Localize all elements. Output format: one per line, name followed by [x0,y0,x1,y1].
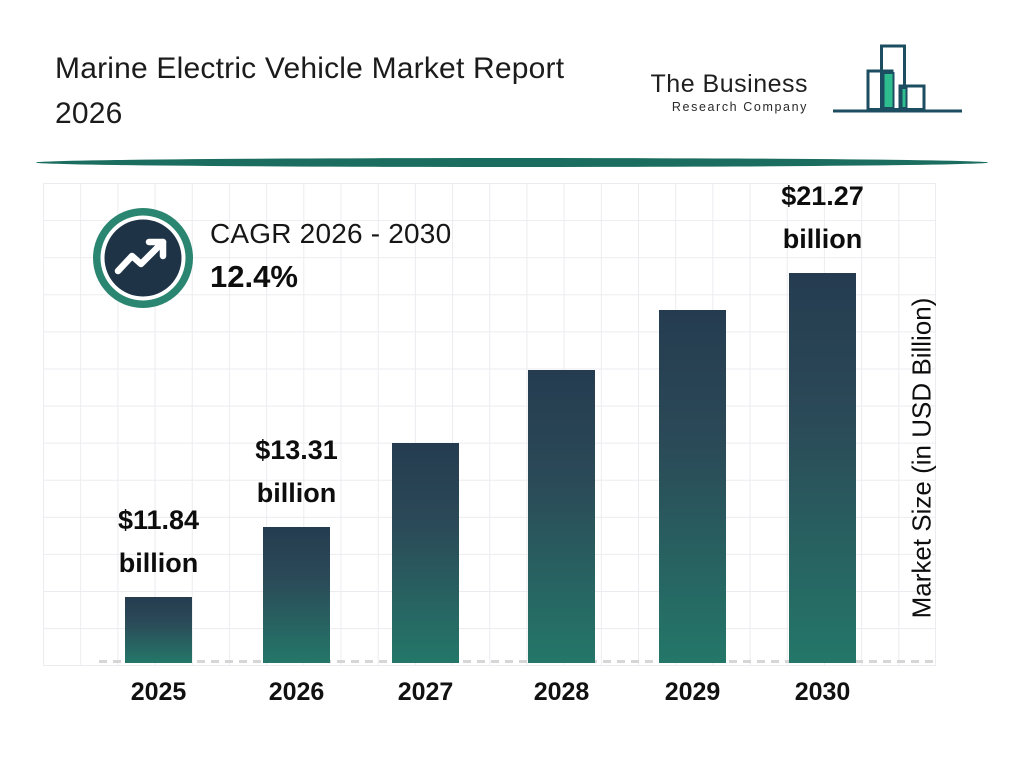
bar-2030 [789,273,856,663]
bar-value-label-2025: $11.84 billion [69,499,249,585]
bar-group-2029: 2029 [659,310,726,706]
x-axis-baseline [99,660,935,663]
bar-2026 [263,527,330,663]
bar-unit-2030: billion [782,224,863,254]
company-logo-text: The Business Research Company [648,70,808,114]
x-tick-2029: 2029 [664,678,721,706]
bar-group-2027: 2027 [392,443,459,706]
bar-2025 [125,597,192,663]
bar-value-label-2030: $21.27 billion [733,175,913,261]
logo-name: The Business [650,70,808,98]
page-title-line1: Marine Electric Vehicle Market Report [55,52,565,85]
x-tick-2030: 2030 [794,678,851,706]
bar-group-2030: $21.27 billion 2030 [781,181,864,706]
bar-value-label-2026: $13.31 billion [207,429,387,515]
trending-up-icon [93,208,193,308]
bar-group-2026: $13.31 billion 2026 [255,435,338,706]
x-tick-2028: 2028 [533,678,590,706]
bar-unit-2025: billion [118,548,199,578]
bar-unit-2026: billion [256,478,337,508]
logo-subname: Research Company [671,100,808,114]
x-tick-2027: 2027 [397,678,454,706]
bar-amount-2025: $11.84 [117,505,200,535]
page-title-line2: 2026 [55,97,123,130]
cagr-value: 12.4% [210,259,298,294]
company-logo: The Business Research Company [651,38,970,122]
bar-group-2025: $11.84 billion 2025 [118,505,199,706]
x-tick-2025: 2025 [130,678,187,706]
bar-2029 [659,310,726,663]
y-axis-label: Market Size (in USD Billion) [906,297,937,619]
cagr-callout: CAGR 2026 - 2030 12.4% [210,218,451,295]
bar-group-2028: 2028 [528,370,595,706]
bar-amount-2030: $21.27 [781,181,864,211]
bar-2028 [528,370,595,663]
cagr-label: CAGR 2026 - 2030 [210,218,452,249]
page-title: Marine Electric Vehicle Market Report 202… [55,46,715,136]
bar-amount-2026: $13.31 [255,435,338,465]
x-tick-2026: 2026 [268,678,325,706]
bar-2027 [392,443,459,663]
header-divider [36,158,988,167]
bar-chart-logo-icon [833,44,962,113]
